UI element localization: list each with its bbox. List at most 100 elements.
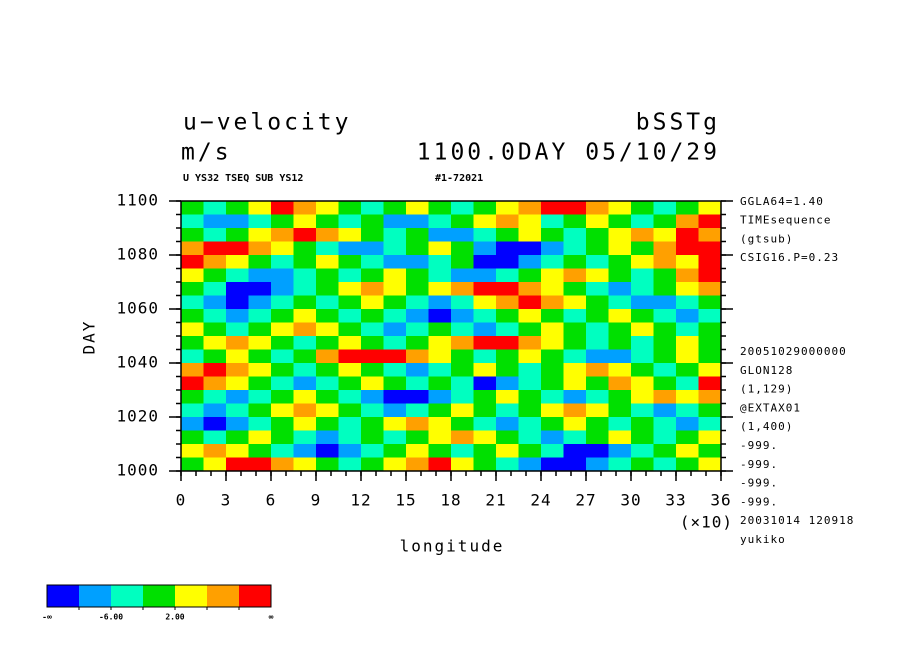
x-tick-label: 12 bbox=[350, 491, 371, 510]
cell bbox=[586, 309, 609, 323]
cell bbox=[226, 268, 249, 283]
field bbox=[181, 201, 722, 472]
cell bbox=[518, 444, 542, 458]
cell bbox=[428, 336, 452, 350]
cell bbox=[226, 201, 249, 215]
cell bbox=[203, 336, 227, 350]
cell bbox=[541, 201, 564, 215]
cell bbox=[383, 430, 407, 445]
cell bbox=[496, 363, 519, 377]
cell bbox=[406, 376, 429, 391]
cell bbox=[518, 390, 542, 404]
cell bbox=[271, 241, 294, 256]
x-tick-label: 30 bbox=[620, 491, 641, 510]
cell bbox=[653, 228, 677, 242]
cell bbox=[631, 295, 654, 310]
cell bbox=[473, 201, 497, 215]
cell bbox=[406, 417, 429, 431]
cell bbox=[541, 214, 564, 229]
cell bbox=[496, 457, 519, 472]
subtitle: U YS32 TSEQ SUB YS12 bbox=[183, 173, 303, 184]
cell bbox=[541, 376, 564, 391]
cell bbox=[586, 282, 609, 296]
cell bbox=[653, 201, 677, 215]
cell bbox=[316, 403, 339, 418]
cell bbox=[181, 214, 204, 229]
cell bbox=[293, 336, 317, 350]
units: m/s bbox=[181, 140, 232, 166]
cell bbox=[338, 430, 362, 445]
cell bbox=[451, 390, 474, 404]
cell bbox=[698, 322, 722, 337]
cell bbox=[698, 282, 722, 296]
cell bbox=[608, 201, 632, 215]
cell bbox=[698, 309, 722, 323]
cell bbox=[361, 322, 384, 337]
time-label: 1100.0DAY 05/10/29 bbox=[417, 140, 720, 166]
cell bbox=[338, 322, 362, 337]
cell bbox=[406, 403, 429, 418]
cell bbox=[676, 214, 699, 229]
cell bbox=[383, 403, 407, 418]
cell bbox=[271, 444, 294, 458]
cell bbox=[698, 201, 722, 215]
cell bbox=[226, 444, 249, 458]
cell bbox=[226, 282, 249, 296]
cell bbox=[698, 457, 722, 472]
colorbar-high-label: ∞ bbox=[269, 613, 274, 622]
cell bbox=[473, 309, 497, 323]
cell bbox=[451, 201, 474, 215]
cell bbox=[473, 336, 497, 350]
cell bbox=[563, 322, 587, 337]
cell bbox=[518, 282, 542, 296]
cell bbox=[451, 282, 474, 296]
cell bbox=[203, 214, 227, 229]
cell bbox=[631, 376, 654, 391]
cell bbox=[608, 349, 632, 364]
cell bbox=[608, 403, 632, 418]
cell bbox=[406, 363, 429, 377]
cell bbox=[383, 444, 407, 458]
cell bbox=[631, 444, 654, 458]
cell bbox=[518, 201, 542, 215]
cell bbox=[653, 457, 677, 472]
y-tick-label: 1040 bbox=[116, 353, 159, 372]
cell bbox=[181, 228, 204, 242]
chart-title: u−velocity bbox=[183, 110, 351, 136]
cell bbox=[293, 349, 317, 364]
cell bbox=[316, 390, 339, 404]
cell bbox=[361, 349, 384, 364]
cell bbox=[586, 241, 609, 256]
cell bbox=[518, 241, 542, 256]
cell bbox=[518, 295, 542, 310]
cell bbox=[181, 241, 204, 256]
cell bbox=[248, 214, 272, 229]
cell bbox=[676, 403, 699, 418]
cell bbox=[428, 390, 452, 404]
cell bbox=[541, 282, 564, 296]
cell bbox=[518, 268, 542, 283]
cell bbox=[563, 390, 587, 404]
cell bbox=[383, 322, 407, 337]
cell bbox=[338, 363, 362, 377]
cell bbox=[586, 457, 609, 472]
cell bbox=[203, 363, 227, 377]
annotation: @EXTAX01 bbox=[740, 401, 801, 414]
y-tick-label: 1000 bbox=[116, 461, 159, 480]
cell bbox=[338, 241, 362, 256]
cell bbox=[496, 214, 519, 229]
cell bbox=[316, 309, 339, 323]
cell bbox=[428, 268, 452, 283]
cell bbox=[563, 228, 587, 242]
cell bbox=[563, 444, 587, 458]
cell bbox=[608, 295, 632, 310]
cell bbox=[338, 336, 362, 350]
cell bbox=[631, 201, 654, 215]
annotation: GLON128 bbox=[740, 364, 793, 377]
cell bbox=[586, 322, 609, 337]
cell bbox=[563, 295, 587, 310]
colorbar-frame bbox=[46, 584, 272, 608]
cell bbox=[541, 322, 564, 337]
cell bbox=[316, 363, 339, 377]
cell bbox=[383, 268, 407, 283]
